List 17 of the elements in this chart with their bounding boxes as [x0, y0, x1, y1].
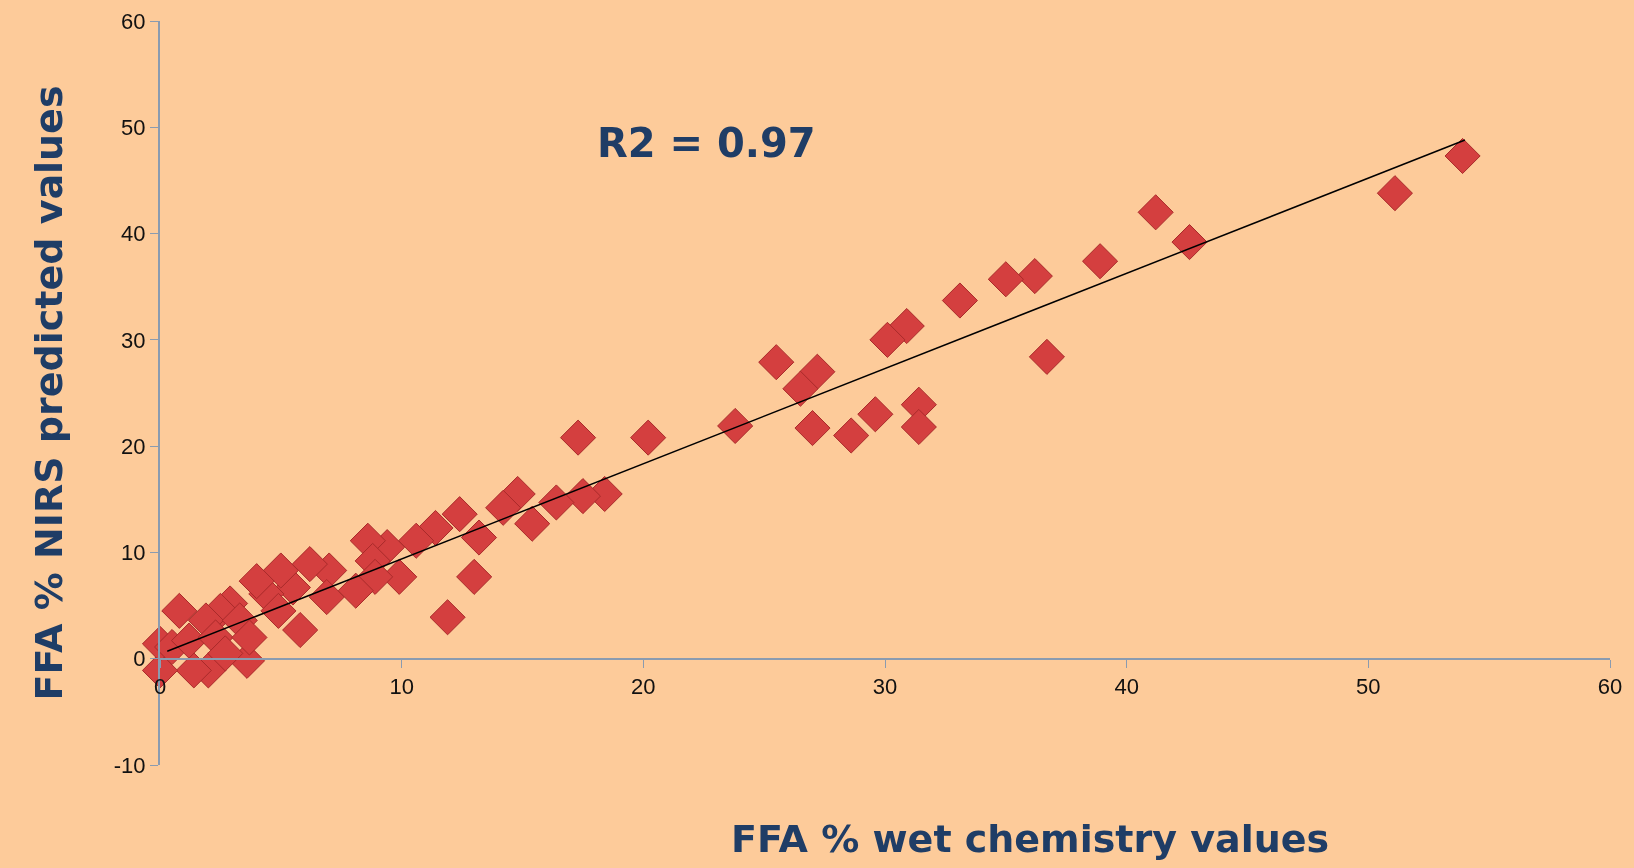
y-axis-title: FFA % NIRS predicted values [26, 85, 71, 701]
x-tick-label: 30 [872, 674, 898, 700]
x-tick-label: 50 [1356, 674, 1381, 700]
y-tick-label: 40 [121, 221, 146, 247]
x-tick-label: 10 [389, 674, 414, 700]
annotation: R2 = 0.97 [597, 120, 816, 166]
y-tick-label: 30 [121, 327, 146, 353]
x-tick-label: 20 [631, 674, 656, 700]
y-tick-label: 0 [133, 646, 146, 672]
y-tick-label: 60 [121, 8, 146, 34]
x-axis-title: FFA % wet chemistry values [731, 817, 1330, 861]
x-tick-label: 60 [1597, 674, 1623, 700]
y-tick-label: 50 [121, 114, 146, 140]
x-tick-label: 40 [1114, 674, 1139, 700]
y-tick-label: -10 [113, 752, 146, 778]
y-tick-label: 20 [121, 433, 146, 459]
y-tick-label: 10 [121, 540, 146, 566]
